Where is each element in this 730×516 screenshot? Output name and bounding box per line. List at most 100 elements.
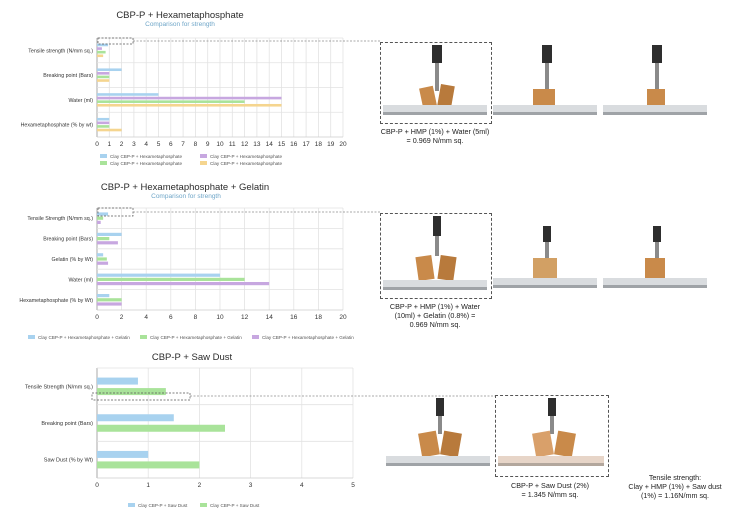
category-label: Breaking point (Bars) bbox=[43, 237, 93, 243]
legend-label: Clay CBP-P + Hexametaphosphate bbox=[210, 161, 282, 166]
caption-line: Tensile strength: bbox=[648, 473, 702, 482]
x-tick-label: 2 bbox=[120, 141, 124, 148]
caption-line: = 0.969 N/mm sq. bbox=[406, 136, 464, 145]
caption-summary: Tensile strength: Clay + HMP (1%) + Saw … bbox=[625, 473, 725, 500]
bar bbox=[97, 79, 110, 82]
tensile-highlight-box bbox=[97, 37, 134, 45]
bar bbox=[97, 388, 166, 396]
caption-line: Clay + HMP (1%) + Saw dust bbox=[628, 482, 722, 491]
photo-hmp-1 bbox=[383, 45, 487, 120]
bar bbox=[97, 93, 159, 96]
tensile-test-image bbox=[383, 45, 487, 120]
legend-label: Clay CBP-P + Hexametaphosphate + Gelatin bbox=[262, 335, 354, 340]
x-tick-label: 20 bbox=[339, 314, 347, 321]
chart1-subtitle: Comparison for strength bbox=[145, 21, 215, 28]
legend-label: Clay CBP-P + Hexametaphosphate bbox=[110, 161, 182, 166]
x-tick-label: 14 bbox=[266, 141, 274, 148]
tensile-test-image bbox=[493, 45, 597, 120]
legend-swatch bbox=[252, 335, 259, 339]
legend-label: Clay CBP-P + Hexametaphosphate bbox=[210, 154, 282, 159]
x-tick-label: 12 bbox=[241, 314, 249, 321]
photo-frame-hmp bbox=[380, 42, 492, 124]
bar bbox=[97, 277, 245, 281]
category-label: Hexametaphosphate (% by Wt) bbox=[19, 298, 93, 304]
tensile-test-image bbox=[383, 216, 487, 294]
x-tick-label: 0 bbox=[95, 314, 99, 321]
caption-gelatin: CBP-P + HMP (1%) + Water (10ml) + Gelati… bbox=[370, 302, 500, 329]
bar bbox=[97, 294, 110, 298]
photo-frame-sawdust bbox=[495, 395, 609, 477]
x-tick-label: 19 bbox=[327, 141, 335, 148]
x-tick-label: 18 bbox=[315, 141, 323, 148]
bar bbox=[97, 117, 110, 121]
x-tick-label: 8 bbox=[194, 141, 198, 148]
x-tick-label: 4 bbox=[300, 482, 304, 489]
x-tick-label: 0 bbox=[95, 482, 99, 489]
category-label: Gelatin (% by Wt) bbox=[51, 257, 93, 263]
category-label: Water (ml) bbox=[68, 98, 93, 104]
x-tick-label: 1 bbox=[107, 141, 111, 148]
caption-hmp: CBP-P + HMP (1%) + Water (5ml) = 0.969 N… bbox=[370, 127, 500, 145]
x-tick-label: 5 bbox=[351, 482, 355, 489]
x-tick-label: 12 bbox=[241, 141, 249, 148]
bar bbox=[97, 125, 110, 128]
bar bbox=[97, 253, 104, 257]
caption-line: CBP-P + HMP (1%) + Water (5ml) bbox=[380, 127, 490, 136]
category-label: Water (ml) bbox=[68, 277, 93, 283]
bar bbox=[97, 75, 110, 79]
legend-swatch bbox=[200, 503, 207, 507]
bar bbox=[97, 282, 270, 286]
photo-hmp-2 bbox=[493, 45, 597, 120]
x-tick-label: 4 bbox=[144, 141, 148, 148]
chart2-subtitle: Comparison for strength bbox=[151, 193, 221, 200]
bar bbox=[97, 237, 110, 241]
x-tick-label: 15 bbox=[278, 141, 286, 148]
tensile-highlight-box bbox=[97, 207, 134, 217]
photo-saw-1 bbox=[386, 398, 490, 470]
x-tick-label: 10 bbox=[216, 141, 224, 148]
bar bbox=[97, 128, 122, 132]
legend-label: Clay CBP-P + Hexametaphosphate + Gelatin bbox=[150, 335, 242, 340]
x-tick-label: 11 bbox=[229, 141, 236, 148]
bar bbox=[97, 232, 122, 236]
x-tick-label: 4 bbox=[144, 314, 148, 321]
bar bbox=[97, 377, 138, 385]
x-tick-label: 18 bbox=[315, 314, 323, 321]
bar bbox=[97, 216, 104, 220]
x-tick-label: 2 bbox=[120, 314, 124, 321]
caption-line: (10ml) + Gelatin (0.8%) = bbox=[394, 311, 476, 320]
bar bbox=[97, 414, 174, 422]
bar bbox=[97, 302, 122, 306]
legend-swatch bbox=[128, 503, 135, 507]
photo-frame-gelatin bbox=[380, 213, 492, 299]
category-label: Tensile strength (N/mm sq.) bbox=[28, 48, 93, 54]
photo-hmp-3 bbox=[603, 45, 707, 120]
x-tick-label: 2 bbox=[198, 482, 202, 489]
photo-gel-2 bbox=[493, 226, 597, 294]
bar bbox=[97, 450, 149, 458]
bar bbox=[97, 47, 102, 50]
x-tick-label: 14 bbox=[266, 314, 274, 321]
bar bbox=[97, 121, 110, 125]
category-label: Breaking point (Bars) bbox=[41, 421, 93, 427]
bar bbox=[97, 100, 245, 103]
x-tick-label: 5 bbox=[157, 141, 161, 148]
bar bbox=[97, 43, 109, 47]
tensile-test-image bbox=[386, 398, 490, 470]
x-tick-label: 20 bbox=[339, 141, 347, 148]
legend-swatch bbox=[100, 154, 107, 158]
bar bbox=[97, 96, 282, 100]
category-label: Tensile Strength (N/mm sq.) bbox=[25, 384, 93, 390]
tensile-test-image bbox=[498, 398, 604, 470]
x-tick-label: 16 bbox=[290, 141, 298, 148]
category-label: Tensile Strength (N/mm sq.) bbox=[27, 216, 93, 222]
category-label: Saw Dust (% by Wt) bbox=[44, 458, 93, 464]
bar bbox=[97, 50, 106, 54]
x-tick-label: 10 bbox=[216, 314, 224, 321]
caption-sawdust: CBP-P + Saw Dust (2%) = 1.345 N/mm sq. bbox=[490, 481, 610, 499]
x-tick-label: 6 bbox=[169, 314, 173, 321]
x-tick-label: 0 bbox=[95, 141, 99, 148]
legend-swatch bbox=[200, 161, 207, 165]
x-tick-label: 9 bbox=[206, 141, 210, 148]
caption-line: CBP-P + Saw Dust (2%) bbox=[511, 481, 589, 490]
